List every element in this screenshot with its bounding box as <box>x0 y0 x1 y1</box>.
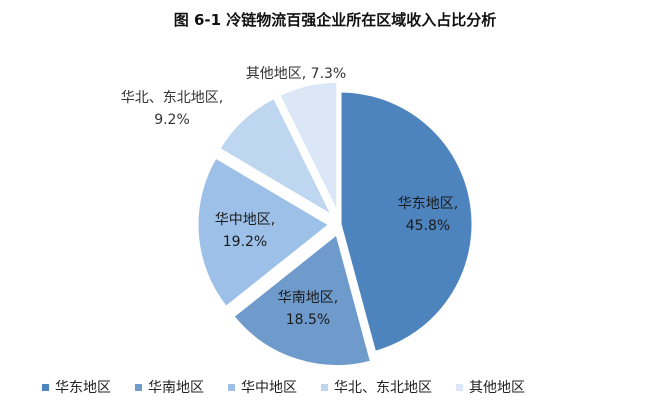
legend-item-3: 华中地区 <box>228 377 297 397</box>
legend-swatch <box>228 383 235 391</box>
legend-item-5: 其他地区 <box>456 377 525 397</box>
legend-item-2: 华南地区 <box>135 377 204 397</box>
slice-label-1: 华东地区, 45.8% <box>398 196 458 234</box>
slice-label-2: 华南地区, 18.5% <box>278 290 338 328</box>
chart-legend: 华东地区 华南地区 华中地区 华北、东北地区 其他地区 <box>42 377 549 397</box>
legend-swatch <box>321 383 328 391</box>
pie-slice-3 <box>195 154 333 310</box>
legend-item-4: 华北、东北地区 <box>321 377 432 397</box>
slice-label-4: 华北、东北地区, 9.2% <box>121 90 223 128</box>
legend-label: 华中地区 <box>241 380 297 396</box>
legend-swatch <box>456 383 463 391</box>
legend-label: 华南地区 <box>148 380 204 396</box>
legend-label: 其他地区 <box>469 380 525 396</box>
legend-label: 华东地区 <box>55 380 111 396</box>
legend-item-1: 华东地区 <box>42 377 111 397</box>
slice-label-3: 华中地区, 19.2% <box>215 212 275 250</box>
slice-label-5: 其他地区, 7.3% <box>246 66 346 82</box>
pie-slice-5 <box>276 79 340 215</box>
legend-label: 华北、东北地区 <box>334 380 432 396</box>
pie-slice-2 <box>230 230 374 368</box>
legend-swatch <box>135 383 142 391</box>
pie-slice-4 <box>216 95 337 221</box>
chart-title: 图 6-1 冷链物流百强企业所在区域收入占比分析 <box>173 11 497 29</box>
legend-swatch <box>42 383 49 391</box>
pie-slice-1 <box>338 89 475 355</box>
